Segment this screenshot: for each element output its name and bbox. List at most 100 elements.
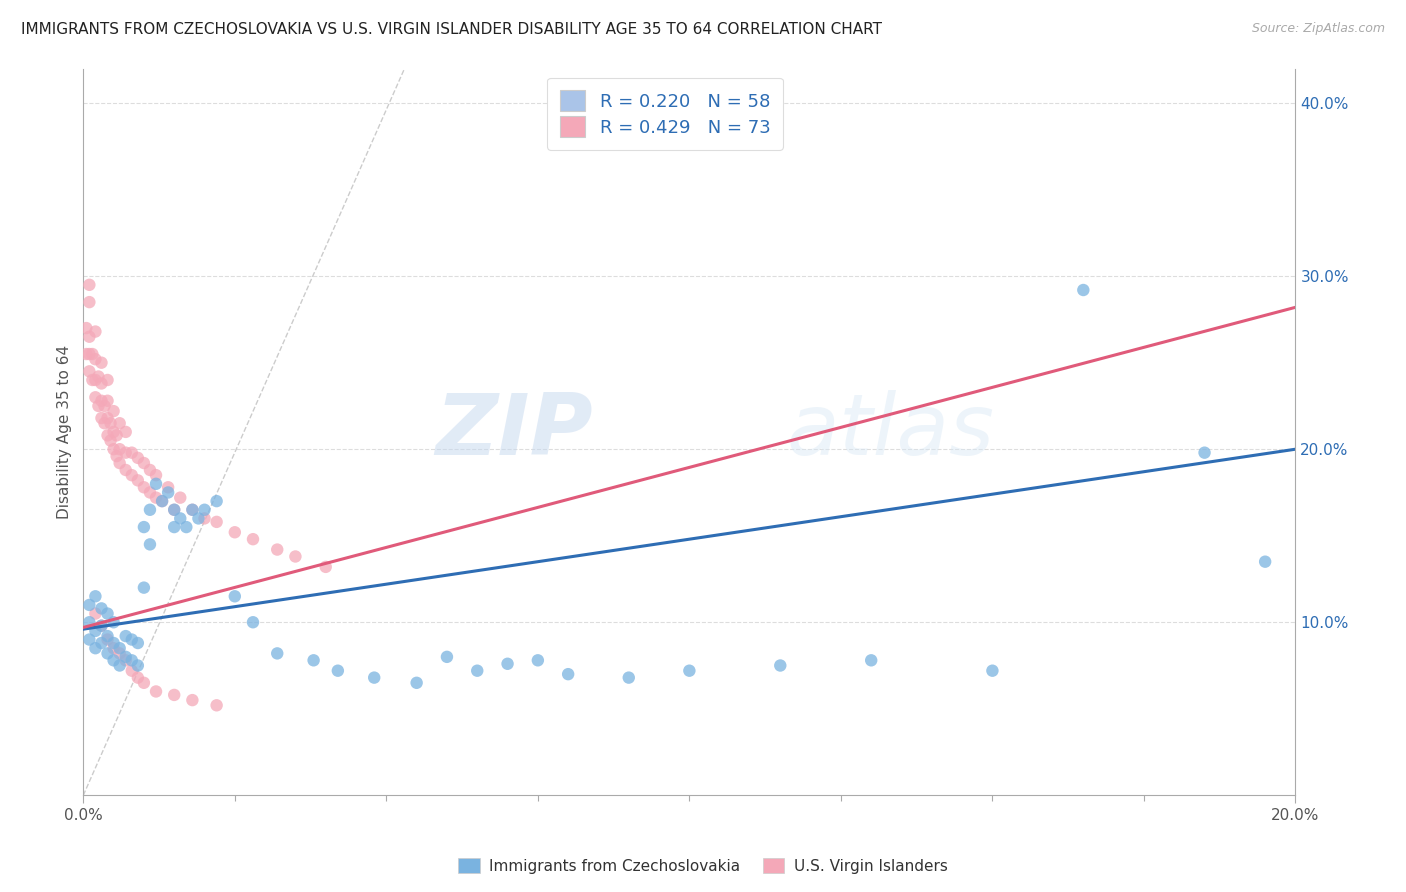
Point xyxy=(103,442,125,457)
Point xyxy=(96,629,118,643)
Point xyxy=(139,537,162,551)
Point xyxy=(242,615,264,630)
Point xyxy=(224,525,246,540)
Point xyxy=(150,494,173,508)
Point xyxy=(79,347,101,361)
Point xyxy=(108,442,131,457)
Point xyxy=(557,667,579,681)
Point xyxy=(132,581,155,595)
Point xyxy=(302,653,325,667)
Point xyxy=(108,647,131,661)
Point xyxy=(127,636,149,650)
Point xyxy=(90,618,112,632)
Point xyxy=(127,474,149,488)
Point xyxy=(87,399,110,413)
Text: IMMIGRANTS FROM CZECHOSLOVAKIA VS U.S. VIRGIN ISLANDER DISABILITY AGE 35 TO 64 C: IMMIGRANTS FROM CZECHOSLOVAKIA VS U.S. V… xyxy=(21,22,882,37)
Point xyxy=(114,425,136,439)
Point xyxy=(121,632,143,647)
Point xyxy=(163,502,186,516)
Point xyxy=(79,598,101,612)
Point xyxy=(527,653,550,667)
Point xyxy=(127,658,149,673)
Point xyxy=(266,542,288,557)
Point xyxy=(205,515,228,529)
Point xyxy=(187,511,209,525)
Point xyxy=(75,321,97,335)
Point xyxy=(84,373,107,387)
Y-axis label: Disability Age 35 to 64: Disability Age 35 to 64 xyxy=(58,345,72,519)
Point xyxy=(224,589,246,603)
Point xyxy=(163,520,186,534)
Point xyxy=(326,664,349,678)
Point xyxy=(84,641,107,656)
Point xyxy=(181,502,204,516)
Point xyxy=(96,373,118,387)
Point xyxy=(103,425,125,439)
Text: Source: ZipAtlas.com: Source: ZipAtlas.com xyxy=(1251,22,1385,36)
Point xyxy=(100,416,122,430)
Point xyxy=(363,671,385,685)
Point xyxy=(90,376,112,391)
Point xyxy=(139,485,162,500)
Point xyxy=(132,520,155,534)
Point xyxy=(121,468,143,483)
Point xyxy=(139,463,162,477)
Point xyxy=(87,369,110,384)
Text: atlas: atlas xyxy=(786,391,994,474)
Point xyxy=(108,641,131,656)
Point xyxy=(108,416,131,430)
Point xyxy=(678,664,700,678)
Point xyxy=(193,511,215,525)
Point xyxy=(139,502,162,516)
Point xyxy=(84,607,107,621)
Point xyxy=(103,653,125,667)
Point xyxy=(96,647,118,661)
Point xyxy=(79,330,101,344)
Text: ZIP: ZIP xyxy=(434,391,592,474)
Point xyxy=(145,684,167,698)
Point xyxy=(103,641,125,656)
Point xyxy=(315,560,337,574)
Legend: Immigrants from Czechoslovakia, U.S. Virgin Islanders: Immigrants from Czechoslovakia, U.S. Vir… xyxy=(453,852,953,880)
Point xyxy=(145,468,167,483)
Point xyxy=(90,601,112,615)
Point xyxy=(163,502,186,516)
Point xyxy=(181,502,204,516)
Point xyxy=(105,449,128,463)
Point xyxy=(114,653,136,667)
Point xyxy=(1073,283,1095,297)
Point xyxy=(132,480,155,494)
Point xyxy=(96,428,118,442)
Point xyxy=(75,347,97,361)
Point xyxy=(108,658,131,673)
Point xyxy=(82,347,104,361)
Point xyxy=(96,632,118,647)
Point xyxy=(96,607,118,621)
Point xyxy=(242,532,264,546)
Point xyxy=(145,491,167,505)
Point xyxy=(114,463,136,477)
Point xyxy=(96,393,118,408)
Point xyxy=(84,390,107,404)
Point xyxy=(114,445,136,459)
Point xyxy=(84,352,107,367)
Point xyxy=(90,356,112,370)
Point xyxy=(163,688,186,702)
Point xyxy=(100,434,122,448)
Point xyxy=(79,615,101,630)
Point xyxy=(465,664,488,678)
Point xyxy=(79,632,101,647)
Point xyxy=(284,549,307,564)
Point xyxy=(176,520,198,534)
Point xyxy=(114,649,136,664)
Point xyxy=(169,511,191,525)
Point xyxy=(150,494,173,508)
Point xyxy=(1254,555,1277,569)
Point xyxy=(617,671,640,685)
Point xyxy=(436,649,458,664)
Point xyxy=(90,393,112,408)
Point xyxy=(103,404,125,418)
Point xyxy=(84,589,107,603)
Point xyxy=(105,428,128,442)
Point xyxy=(96,411,118,425)
